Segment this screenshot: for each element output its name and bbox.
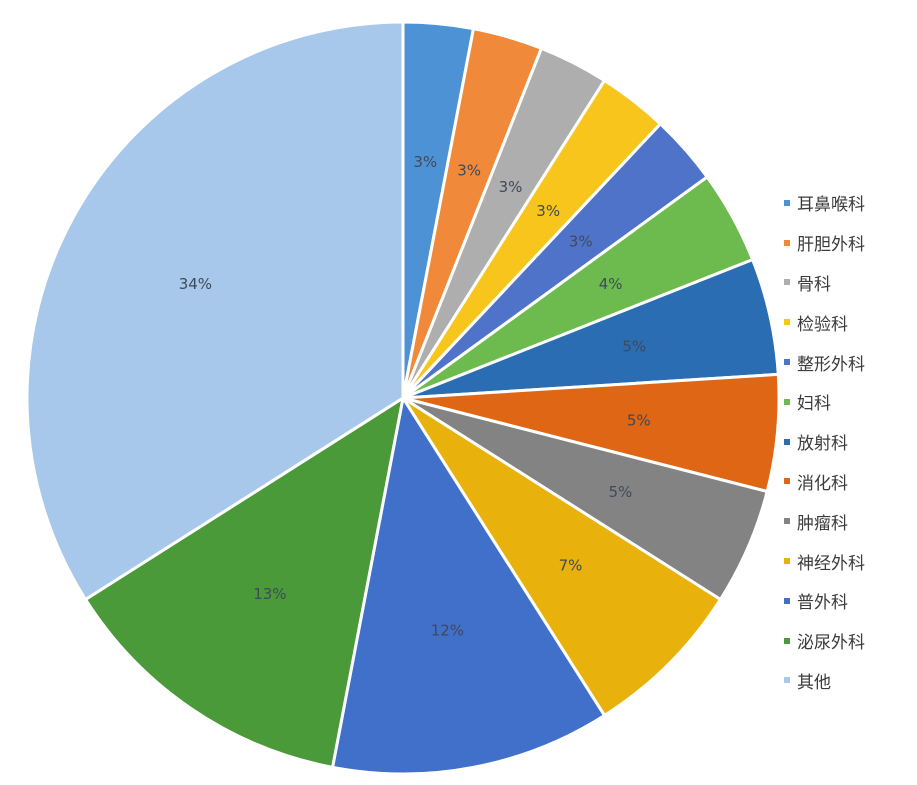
legend-swatch (784, 398, 790, 405)
legend-item-6: 妇科 (784, 382, 865, 422)
pie-slice-13 (25, 20, 405, 601)
legend-swatch (784, 478, 790, 485)
pie-labels: 3% 3% 3% 3% 3% 4% 5% 5% 5% 7% 12% 13% 34% (179, 153, 651, 640)
legend-label: 泌尿外科 (797, 633, 865, 654)
legend-item-1: 耳鼻喉科 (784, 183, 865, 223)
legend-swatch (784, 359, 790, 366)
pie-slices (25, 20, 781, 776)
slice-label-6: 4% (599, 275, 623, 293)
legend-label: 检验科 (797, 314, 848, 335)
legend-label: 肿瘤科 (797, 513, 848, 534)
slice-label-9: 5% (609, 483, 633, 501)
legend-item-8: 消化科 (784, 462, 865, 502)
legend-label: 普外科 (797, 593, 848, 614)
legend-label: 妇科 (797, 394, 831, 415)
legend-item-4: 检验科 (784, 302, 865, 342)
chart-legend: 耳鼻喉科肝胆外科骨科检验科整形外科妇科放射科消化科肿瘤科神经外科普外科泌尿外科其… (784, 183, 865, 700)
slice-label-12: 13% (253, 585, 286, 603)
legend-item-5: 整形外科 (784, 342, 865, 382)
legend-swatch (784, 319, 790, 326)
legend-item-10: 神经外科 (784, 541, 865, 581)
slice-label-8: 5% (627, 411, 651, 429)
legend-label: 消化科 (797, 473, 848, 494)
legend-item-2: 肝胆外科 (784, 223, 865, 263)
legend-label: 神经外科 (797, 553, 865, 574)
legend-label: 整形外科 (797, 354, 865, 375)
legend-swatch (784, 438, 790, 445)
legend-label: 肝胆外科 (797, 235, 865, 256)
pie-slice-12 (84, 396, 405, 769)
slice-label-1: 3% (413, 153, 437, 171)
legend-label: 其他 (797, 672, 831, 693)
slice-label-5: 3% (569, 232, 593, 250)
legend-item-11: 普外科 (784, 581, 865, 621)
slice-label-11: 12% (431, 622, 464, 640)
legend-label: 骨科 (797, 274, 831, 295)
legend-swatch (784, 558, 790, 565)
legend-item-12: 泌尿外科 (784, 621, 865, 661)
slice-label-10: 7% (559, 557, 583, 575)
slice-label-3: 3% (499, 178, 523, 196)
legend-item-3: 骨科 (784, 263, 865, 303)
legend-item-9: 肿瘤科 (784, 501, 865, 541)
slice-label-2: 3% (457, 162, 481, 180)
pie-slice-11 (331, 396, 606, 776)
legend-swatch (784, 677, 790, 684)
legend-item-7: 放射科 (784, 422, 865, 462)
legend-swatch (784, 239, 790, 246)
legend-item-13: 其他 (784, 661, 865, 701)
slice-label-13: 34% (179, 275, 212, 293)
legend-swatch (784, 199, 790, 206)
legend-swatch (784, 279, 790, 286)
legend-label: 耳鼻喉科 (797, 195, 865, 216)
legend-swatch (784, 637, 790, 644)
legend-label: 放射科 (797, 434, 848, 455)
slice-label-4: 3% (536, 202, 560, 220)
legend-swatch (784, 518, 790, 525)
legend-swatch (784, 597, 790, 604)
pie-slice-10 (401, 396, 722, 717)
slice-label-7: 5% (622, 337, 646, 355)
